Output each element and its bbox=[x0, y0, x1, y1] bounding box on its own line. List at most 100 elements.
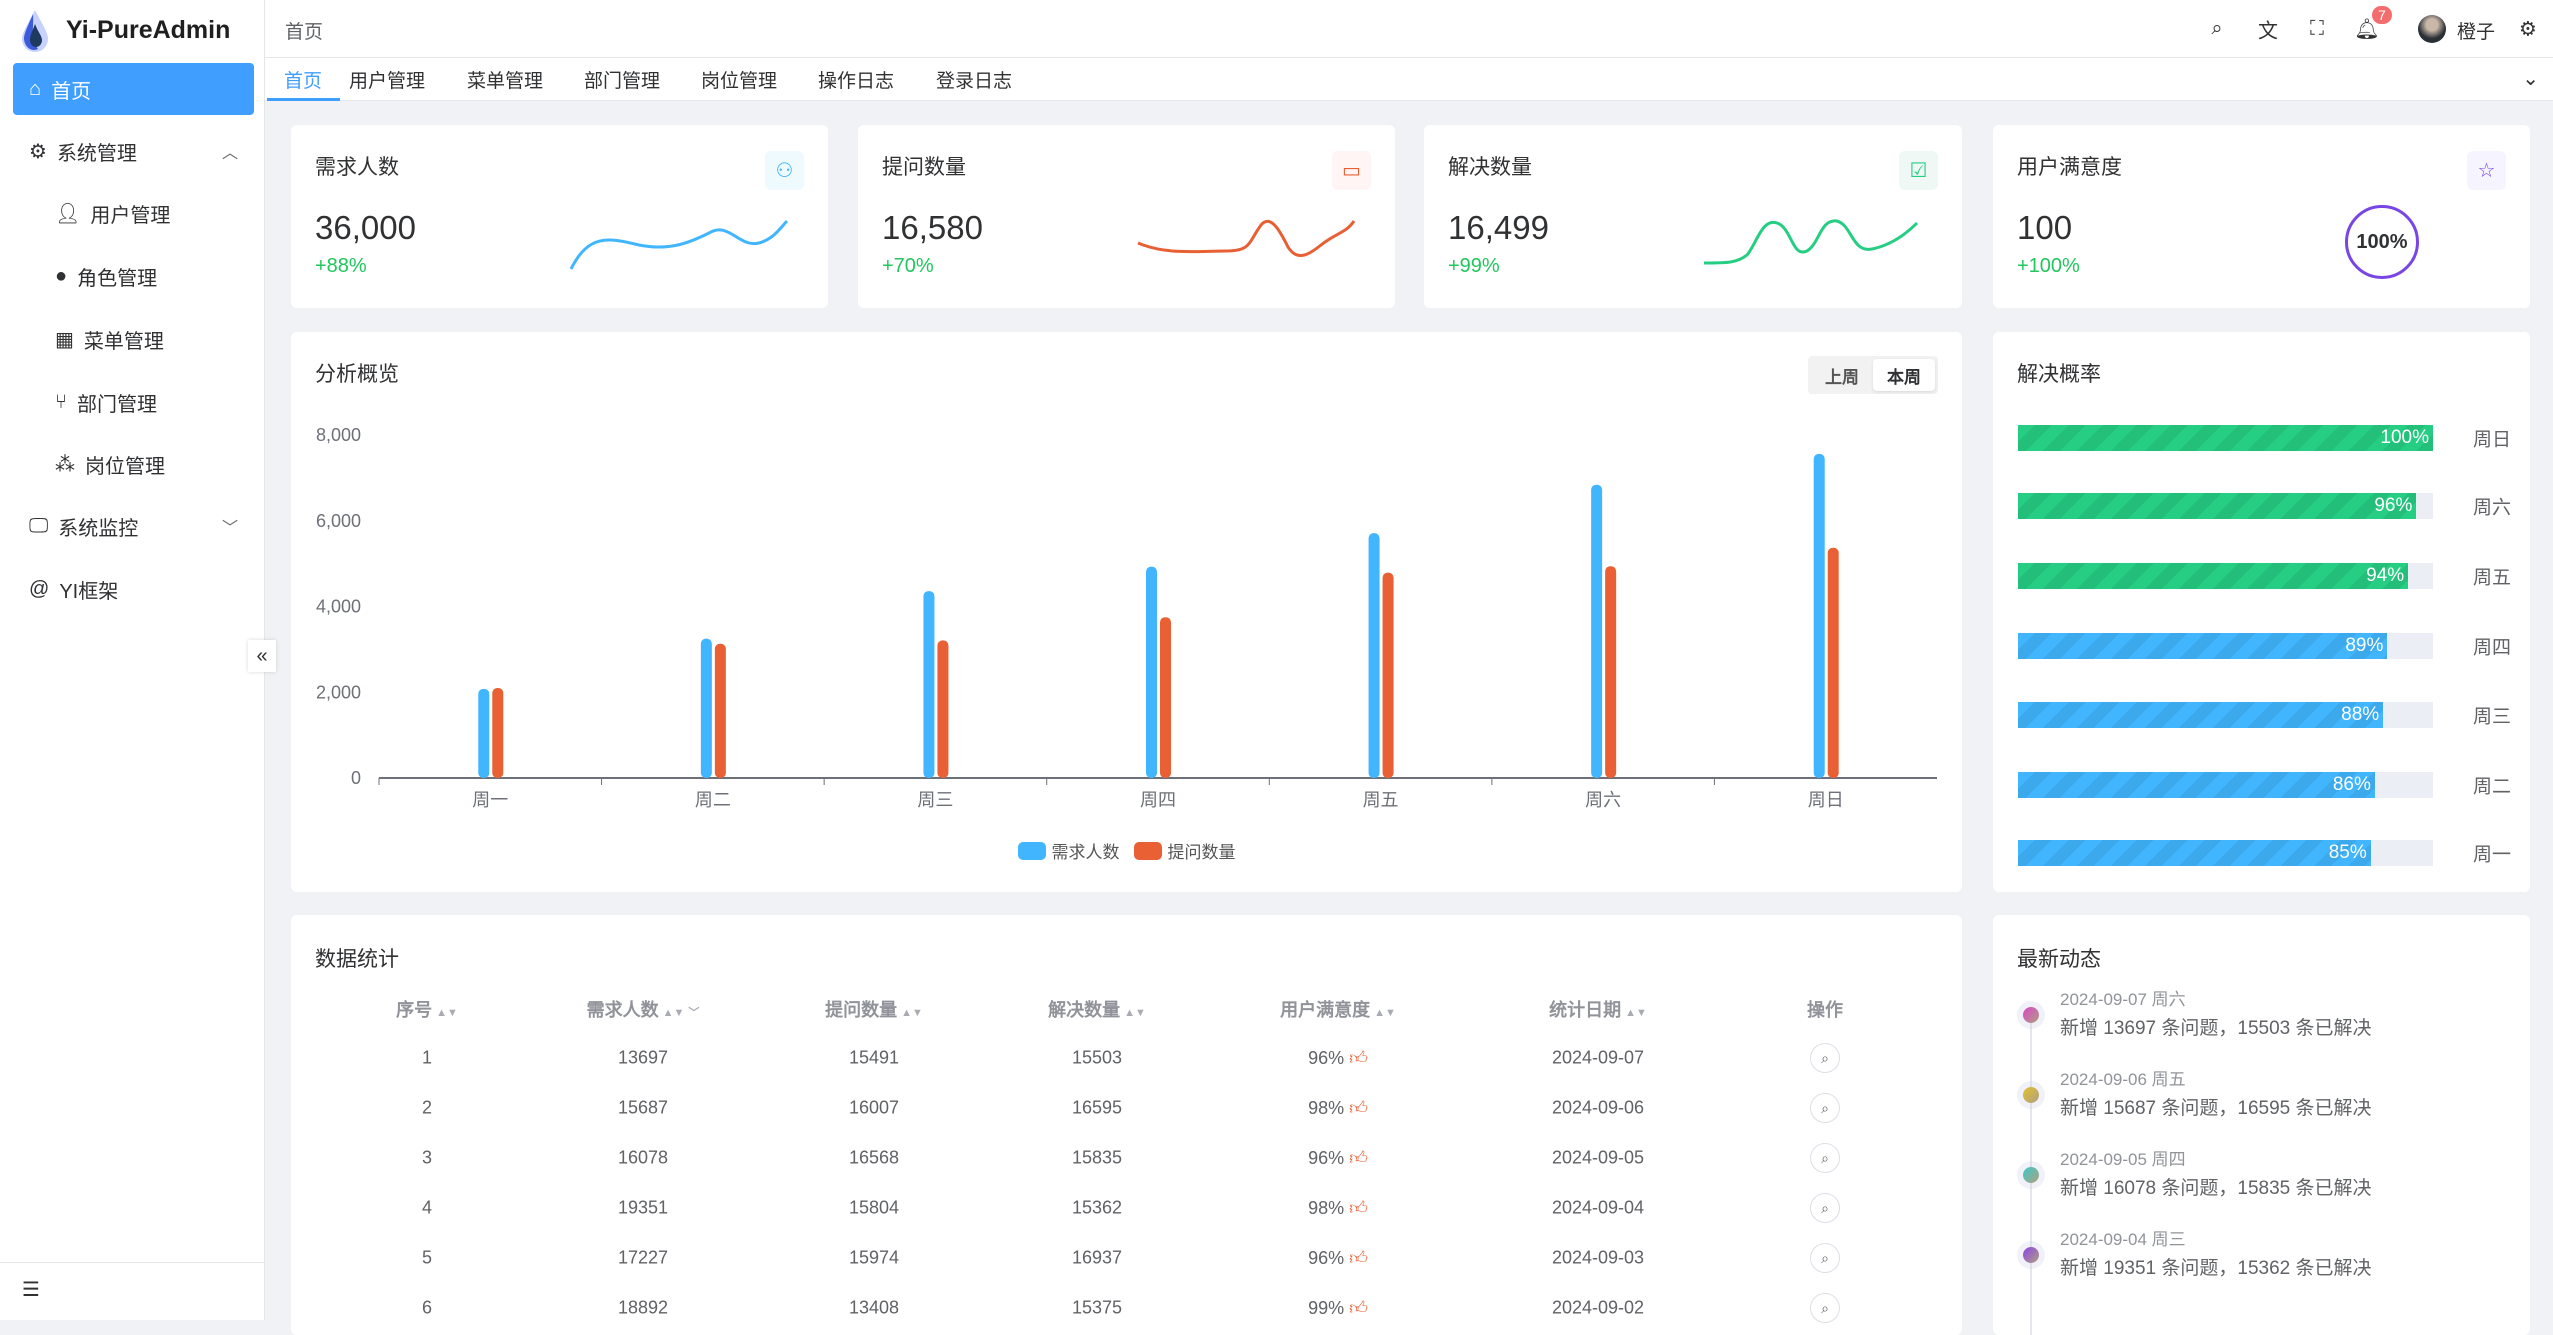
bell-icon[interactable]: 🔔︎ bbox=[2354, 18, 2380, 41]
filter-chevron-icon[interactable]: ﹀ bbox=[688, 1007, 700, 1019]
this-week-option[interactable]: 本周 bbox=[1873, 359, 1935, 391]
column-header[interactable]: 提问数量 ▲▼ bbox=[825, 996, 923, 1022]
sidebar-item-label: 菜单管理 bbox=[83, 330, 164, 353]
logo[interactable]: Yi-PureAdmin bbox=[18, 8, 230, 52]
header-label: 序号 bbox=[396, 1000, 433, 1020]
legend-item-demand[interactable]: 需求人数 bbox=[1017, 838, 1120, 863]
cell-value: 98% bbox=[1308, 1198, 1345, 1218]
view-button[interactable]: ⌕ bbox=[1810, 1293, 1840, 1323]
cell-value: 2 bbox=[421, 1097, 433, 1118]
search-icon[interactable]: ⌕ bbox=[2211, 17, 2223, 40]
search-icon: ⌕ bbox=[1810, 1093, 1840, 1123]
view-button[interactable]: ⌕ bbox=[1810, 1093, 1840, 1123]
cell-value: 16568 bbox=[848, 1147, 900, 1168]
sidebar-item-system[interactable]: ⚙ 系统管理 ︿ bbox=[13, 125, 254, 177]
legend-label: 需求人数 bbox=[1051, 843, 1120, 862]
sort-icon[interactable]: ▲▼ bbox=[1124, 1007, 1146, 1019]
sidebar-item-depts[interactable]: ⑂ 部门管理 bbox=[13, 376, 254, 428]
stat-value: 16,499 bbox=[1448, 209, 1549, 246]
sort-icon[interactable]: ▲▼ bbox=[1625, 1007, 1647, 1019]
translate-icon[interactable]: 文 bbox=[2258, 20, 2278, 43]
sidebar-item-users[interactable]: 👤︎ 用户管理 bbox=[13, 187, 254, 239]
column-header[interactable]: 用户满意度 ▲▼ bbox=[1280, 996, 1396, 1022]
last-week-option[interactable]: 上周 bbox=[1825, 367, 1859, 387]
y-tick-label: 2,000 bbox=[316, 682, 361, 702]
avatar[interactable] bbox=[2418, 15, 2446, 43]
x-tick-label: 周一 bbox=[472, 790, 508, 810]
cell-value: 2024-09-07 bbox=[1551, 1047, 1645, 1068]
table-cell: 16078 bbox=[618, 1148, 668, 1169]
sidebar-item-home[interactable]: ⌂ 首页 bbox=[13, 63, 254, 115]
table-cell: 13408 bbox=[849, 1298, 899, 1319]
cell-value: 96% bbox=[1308, 1248, 1345, 1268]
cell-value: 15503 bbox=[1071, 1047, 1123, 1068]
tab-depts[interactable]: 部门管理 bbox=[583, 71, 661, 92]
rate-fill: 88% bbox=[2018, 702, 2383, 728]
column-header[interactable]: 需求人数 ▲▼ ﹀ bbox=[587, 996, 700, 1022]
username[interactable]: 橙子 bbox=[2457, 22, 2496, 43]
timeline-card: 最新动态 2024-09-07 周六 新增 13697 条问题，15503 条已解… bbox=[1993, 915, 2530, 1335]
org-icon: ⁂ bbox=[55, 453, 75, 476]
week-toggle: 上周 本周 bbox=[1808, 356, 1938, 394]
sidebar-item-label: 岗位管理 bbox=[85, 455, 165, 478]
column-header[interactable]: 解决数量 ▲▼ bbox=[1048, 996, 1146, 1022]
x-tick-label: 周四 bbox=[1140, 790, 1176, 810]
legend-swatch bbox=[1017, 841, 1046, 860]
sidebar-item-yi[interactable]: @ YI框架 bbox=[13, 563, 254, 615]
header-label: 提问数量 bbox=[825, 1000, 898, 1020]
tab-home[interactable]: 首页 bbox=[283, 71, 323, 92]
table-cell: 16007 bbox=[849, 1098, 899, 1119]
table-cell: 16595 bbox=[1072, 1098, 1122, 1119]
sidebar-item-roles[interactable]: ● 角色管理 bbox=[13, 250, 254, 302]
sidebar-item-monitor[interactable]: 🖵︎ 系统监控 ﹀ bbox=[13, 500, 254, 552]
legend-item-questions[interactable]: 提问数量 bbox=[1133, 838, 1236, 863]
view-button[interactable]: ⌕ bbox=[1810, 1143, 1840, 1173]
tab-login-log[interactable]: 登录日志 bbox=[935, 71, 1013, 92]
search-icon: ⌕ bbox=[1810, 1293, 1840, 1323]
table-cell: 98% 👍︎ bbox=[1308, 1197, 1368, 1219]
tab-posts[interactable]: 岗位管理 bbox=[700, 71, 778, 92]
timeline-text: 新增 16078 条问题，15835 条已解决 bbox=[2060, 1178, 2372, 1199]
tab-operation-log[interactable]: 操作日志 bbox=[817, 71, 895, 92]
breadcrumb[interactable]: 首页 bbox=[285, 22, 324, 43]
rate-fill: 89% bbox=[2018, 633, 2387, 659]
rate-label: 96% bbox=[2374, 495, 2413, 516]
timeline-dot bbox=[2023, 1247, 2039, 1263]
fullscreen-icon[interactable]: ⛶ bbox=[2310, 17, 2324, 40]
sidebar-item-label: 角色管理 bbox=[77, 267, 158, 290]
tab-menus[interactable]: 菜单管理 bbox=[466, 71, 544, 92]
rate-day: 周五 bbox=[2473, 567, 2512, 589]
view-button[interactable]: ⌕ bbox=[1810, 1193, 1840, 1223]
legend-swatch bbox=[1133, 841, 1162, 860]
timeline-text: 新增 19351 条问题，15362 条已解决 bbox=[2060, 1258, 2372, 1279]
legend-label: 提问数量 bbox=[1167, 843, 1236, 862]
card-title: 最新动态 bbox=[2017, 948, 2101, 971]
view-button[interactable]: ⌕ bbox=[1810, 1243, 1840, 1273]
stat-change: +99% bbox=[1448, 255, 1500, 277]
message-check-icon: ☑ bbox=[1899, 151, 1938, 190]
sort-icon[interactable]: ▲▼ bbox=[662, 1007, 685, 1019]
table-cell: 96% 👍︎ bbox=[1308, 1247, 1368, 1269]
header-label: 用户满意度 bbox=[1280, 1000, 1371, 1020]
column-header[interactable]: 序号 ▲▼ bbox=[396, 996, 458, 1022]
sidebar-item-posts[interactable]: ⁂ 岗位管理 bbox=[13, 438, 254, 490]
cell-value: 6 bbox=[421, 1297, 433, 1318]
view-button[interactable]: ⌕ bbox=[1810, 1043, 1840, 1073]
stat-value: 36,000 bbox=[315, 209, 416, 246]
chevron-down-icon[interactable]: ⌄ bbox=[2522, 68, 2539, 90]
sort-icon[interactable]: ▲▼ bbox=[901, 1007, 923, 1019]
column-header[interactable]: 操作 bbox=[1807, 996, 1843, 1022]
thumbs-up-icon: 👍︎ bbox=[1349, 1298, 1368, 1318]
tab-users[interactable]: 用户管理 bbox=[348, 71, 426, 92]
timeline-dot bbox=[2023, 1007, 2039, 1023]
collapse-sidebar-button[interactable]: « bbox=[248, 640, 276, 672]
sidebar-toggle-button[interactable]: ☰ bbox=[0, 1262, 265, 1320]
sort-icon[interactable]: ▲▼ bbox=[436, 1007, 458, 1019]
column-header[interactable]: 统计日期 ▲▼ bbox=[1549, 996, 1647, 1022]
sidebar-item-menus[interactable]: ▦ 菜单管理 bbox=[13, 313, 254, 365]
cell-value: 15375 bbox=[1071, 1297, 1123, 1318]
settings-gear-icon[interactable]: ⚙ bbox=[2519, 18, 2537, 41]
stat-title: 解决数量 bbox=[1448, 156, 1532, 179]
x-tick-label: 周日 bbox=[1808, 790, 1844, 810]
sort-icon[interactable]: ▲▼ bbox=[1374, 1007, 1396, 1019]
